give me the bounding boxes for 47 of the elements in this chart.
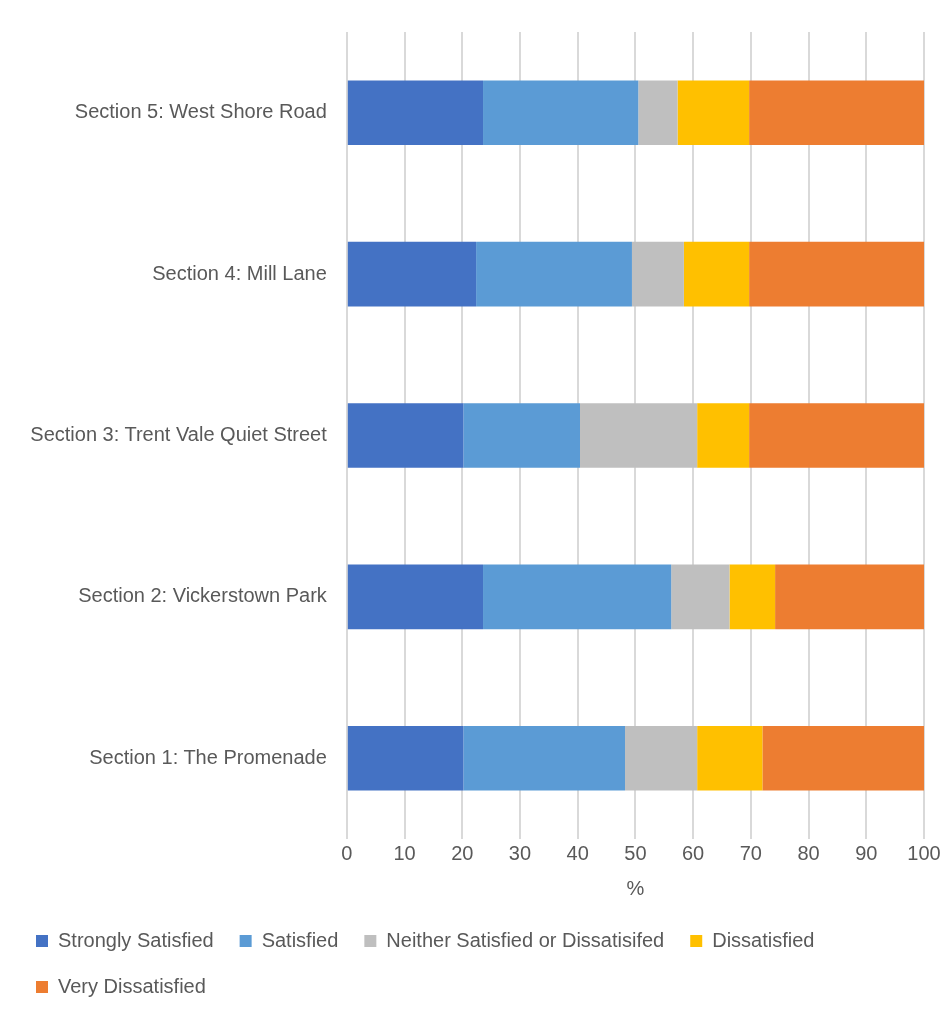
bar [483,80,639,145]
x-tick-label: 0 [341,841,353,864]
x-tick-label: 40 [566,841,589,864]
bar [463,726,626,791]
bar [483,564,672,630]
x-tick-label: 70 [739,841,762,864]
y-tick-label: Section 4: Mill Lane [152,261,327,284]
x-tick-label: 30 [508,841,532,864]
y-tick-label: Section 3: Trent Vale Quiet Street [30,423,328,446]
legend-label: Very Dissatisfied [58,974,206,997]
bar [347,403,464,468]
x-tick-label: 50 [624,841,647,864]
bar [729,564,776,630]
legend-label: Satisfied [261,928,339,951]
bar [677,80,750,145]
bar [347,241,477,307]
bar [683,241,750,307]
bar [347,726,464,791]
bar [463,403,580,468]
bar [697,726,763,791]
x-tick-label: 90 [855,841,878,864]
legend-label: Strongly Satisfied [58,928,214,951]
x-axis-title: % [626,876,645,899]
bar [762,726,924,791]
bar [631,241,684,307]
y-tick-label: Section 5: West Shore Road [74,100,327,123]
y-tick-label: Section 2: Vickerstown Park [78,584,328,607]
bar [638,80,678,145]
x-tick-label: 10 [393,841,416,864]
bar [749,403,924,468]
x-tick-label: 60 [682,841,705,864]
bar [749,80,924,145]
legend-label: Neither Satisfied or Dissatisifed [386,928,665,951]
bar [347,80,484,145]
legend-label: Dissatisfied [712,928,815,951]
bar [476,241,632,307]
x-tick-label: 80 [797,841,820,864]
x-tick-label: 100 [907,841,941,864]
x-tick-label: 20 [451,841,474,864]
bar [749,241,924,307]
bar [697,403,750,468]
bar [580,403,698,468]
bar [625,726,698,791]
bar [671,564,730,630]
bar [347,564,484,630]
bar [775,564,924,630]
y-tick-label: Section 1: The Promenade [89,745,327,768]
